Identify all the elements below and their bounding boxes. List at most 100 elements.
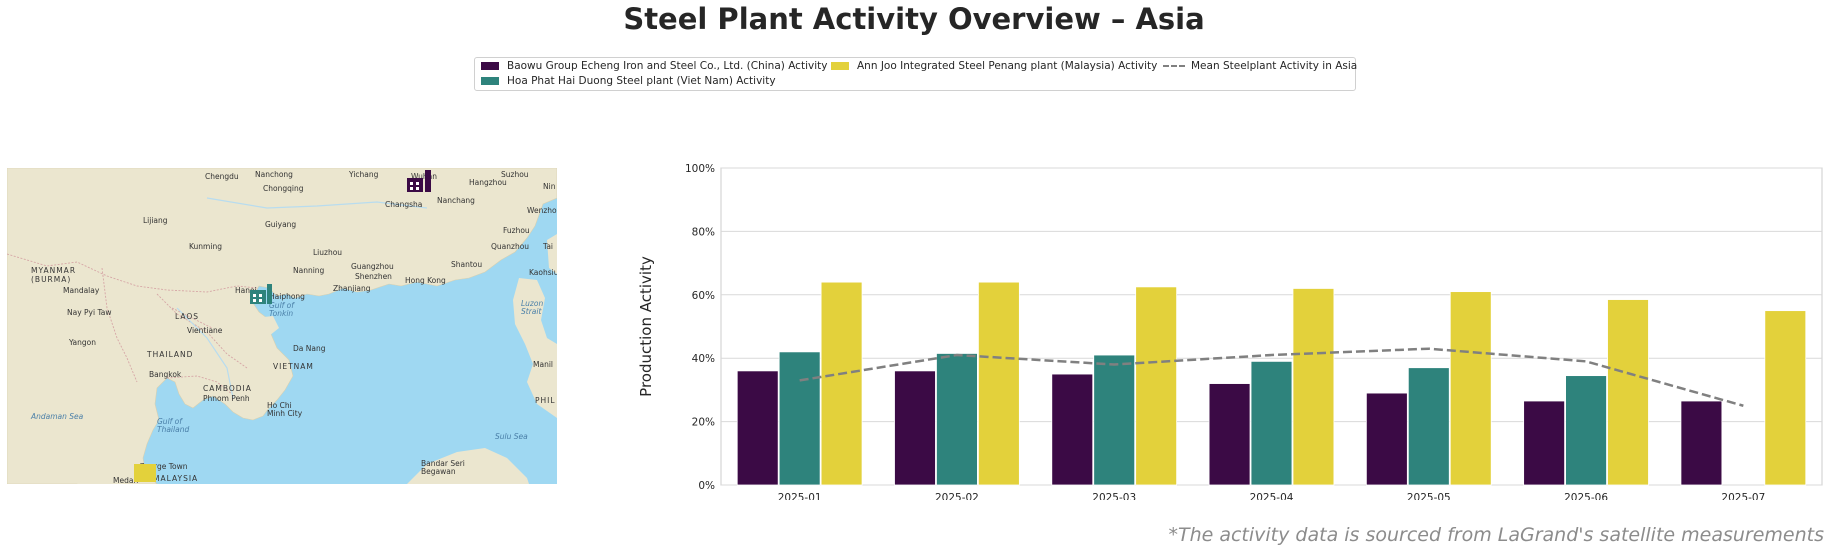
page-title: Steel Plant Activity Overview – Asia: [623, 2, 1205, 36]
map-label: Wenzhou: [527, 206, 557, 215]
bar: [1250, 360, 1293, 486]
map-label: Nanning: [293, 266, 325, 275]
bar: [936, 353, 978, 486]
bar: [977, 281, 1020, 486]
x-tick-label: 2025-03: [1092, 492, 1136, 500]
map-label: George Town: [139, 462, 188, 471]
map-label: Andaman Sea: [31, 412, 84, 421]
map-label: Vientiane: [187, 326, 223, 335]
map-label: Shenzhen: [355, 272, 392, 281]
map-svg: [7, 168, 557, 484]
x-tick-label: 2025-04: [1250, 492, 1294, 500]
map-label: Mandalay: [63, 286, 100, 295]
map-label: Bangkok: [149, 370, 182, 379]
map-label: Nay Pyi Taw: [67, 308, 112, 317]
map-label: Liuzhou: [313, 248, 343, 257]
map-land-taiwan: [547, 234, 557, 274]
map-label: Fuzhou: [503, 226, 530, 235]
legend-label-mean: Mean Steelplant Activity in Asia: [1191, 60, 1358, 72]
bar: [820, 281, 863, 486]
y-tick-label: 100%: [685, 163, 715, 175]
map-label: Gulf of Tonkin: [269, 301, 294, 318]
map-label: Da Nang: [293, 344, 326, 353]
x-tick-label: 2025-01: [778, 492, 822, 500]
map-label: Bandar Seri Begawan: [421, 459, 465, 476]
map-label: Kunming: [189, 242, 222, 251]
bar: [1449, 291, 1492, 486]
map-label: Hong Kong: [405, 276, 446, 285]
map-label: THAILAND: [147, 350, 194, 359]
map-label: CAMBODIA: [203, 384, 252, 393]
legend-swatch-baowu: [481, 62, 499, 70]
chart-svg: 0% 20% 40% 60% 80% 100% Production Activity 202…: [637, 163, 1823, 504]
y-tick-label: 60%: [692, 290, 715, 302]
map-label: MYANMAR (BURMA): [31, 266, 77, 284]
x-tick-label: 2025-06: [1564, 492, 1608, 500]
map-label: Hangzhou: [469, 178, 507, 187]
bar: [1365, 392, 1408, 486]
map-label: Wuhan: [411, 172, 438, 181]
legend-dash-mean: [1163, 65, 1185, 67]
map-label: Yangon: [69, 338, 97, 347]
x-tick-label: 2025-07: [1721, 492, 1765, 500]
legend-swatch-hoaphat: [481, 77, 499, 85]
factory-icon-hoaphat[interactable]: [249, 282, 275, 306]
map-land-philippines: [513, 278, 557, 418]
bar: [1607, 299, 1649, 486]
factory-icon-annjoo[interactable]: [133, 460, 159, 482]
legend-label-baowu: Baowu Group Echeng Iron and Steel Co., L…: [507, 60, 828, 72]
map-label: Haiphong: [269, 292, 305, 301]
map-label: Suzhou: [501, 170, 529, 179]
map-label: Sulu Sea: [495, 432, 528, 441]
factory-icon-baowu[interactable]: [405, 168, 435, 194]
legend-item-hoaphat: Hoa Phat Hai Duong Steel plant (Viet Nam…: [481, 75, 776, 87]
activity-chart: 0% 20% 40% 60% 80% 100% Production Activity 202…: [620, 160, 1828, 504]
map-label: Zhanjiang: [333, 284, 371, 293]
map-label: Nanchong: [255, 170, 293, 179]
map-label: Lijiang: [143, 216, 168, 225]
bar: [736, 370, 779, 486]
map-rivers: [176, 197, 428, 399]
bar: [1051, 373, 1094, 486]
map-label: Tai: [543, 242, 554, 251]
map-label: Chongqing: [263, 184, 304, 193]
x-tick-label: 2025-05: [1407, 492, 1451, 500]
map-label: Changsha: [385, 200, 423, 209]
map-label: Hanoi: [235, 286, 257, 295]
y-axis-label: Production Activity: [637, 256, 655, 397]
map-label: Yichang: [349, 170, 379, 179]
bar: [1292, 288, 1335, 486]
y-tick-label: 0%: [698, 480, 715, 492]
map-labels: Chengdu Nanchong Yichang Changsha Hangzh…: [7, 168, 557, 484]
y-tick-label: 80%: [692, 226, 715, 238]
legend-label-hoaphat: Hoa Phat Hai Duong Steel plant (Viet Nam…: [507, 75, 776, 87]
bar: [1208, 383, 1251, 486]
legend-swatch-annjoo: [831, 62, 849, 70]
bar: [778, 351, 821, 486]
map-land-hainan: [255, 316, 279, 336]
bar: [1680, 400, 1723, 486]
map-land-borneo: [407, 448, 529, 484]
map-label: Shantou: [451, 260, 483, 269]
map-label: Medan: [113, 476, 139, 484]
legend-item-baowu: Baowu Group Echeng Iron and Steel Co., L…: [481, 60, 827, 72]
bar: [1407, 367, 1450, 486]
y-tick-label: 40%: [692, 353, 715, 365]
bar: [1565, 375, 1607, 486]
map-label: Luzon Strait: [521, 299, 544, 316]
bar: [1093, 354, 1136, 486]
y-tick-label: 20%: [692, 417, 715, 429]
plant-location-map: Chengdu Nanchong Yichang Changsha Hangzh…: [7, 168, 557, 484]
map-label: Guiyang: [265, 220, 297, 229]
bar: [1135, 286, 1178, 486]
mean-activity-line: [799, 347, 1744, 407]
bar: [1523, 400, 1566, 486]
x-tick-label: 2025-02: [935, 492, 979, 500]
map-label: Manil: [533, 360, 553, 369]
map-label: Kaohsiu: [529, 268, 557, 277]
map-label: Nin: [543, 182, 556, 191]
map-label: Chengdu: [205, 172, 239, 181]
legend-label-annjoo: Ann Joo Integrated Steel Penang plant (M…: [857, 60, 1158, 72]
map-borders: [7, 253, 258, 395]
legend-item-mean: Mean Steelplant Activity in Asia: [1163, 60, 1357, 72]
